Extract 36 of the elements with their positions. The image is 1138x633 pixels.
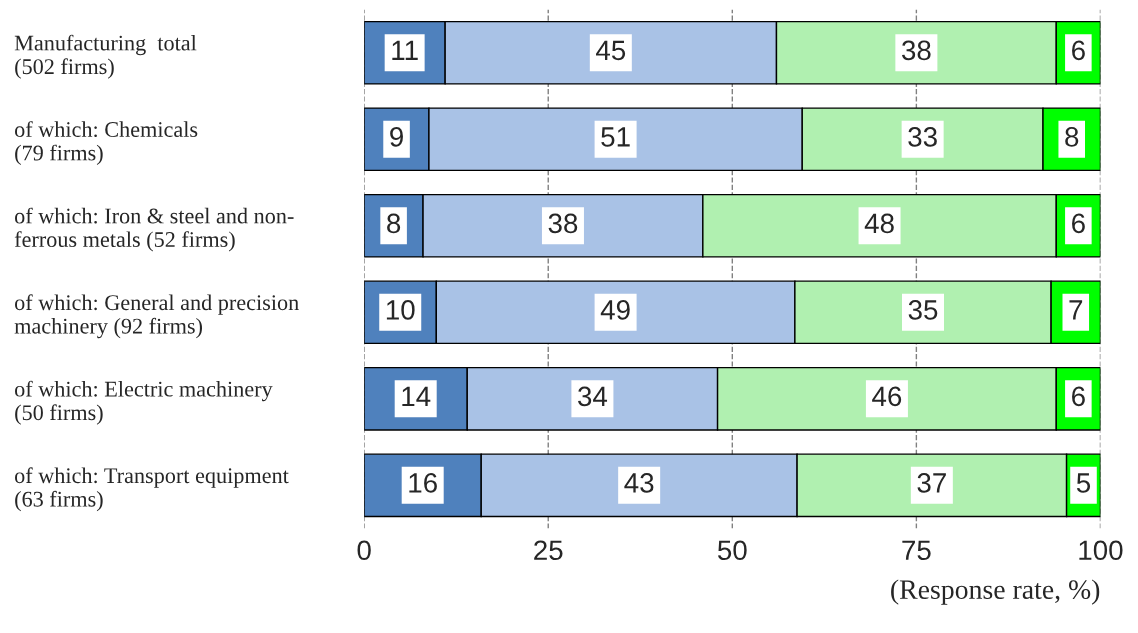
data-label: 34: [578, 386, 608, 407]
data-label: 49: [600, 300, 630, 320]
data-label: 35: [908, 300, 938, 320]
data-label: 33: [908, 127, 937, 147]
data-label: 8: [1065, 127, 1079, 147]
data-label: 38: [548, 213, 578, 234]
x-tick-label: 50: [717, 540, 747, 561]
y-tick-label: of which: Transport equipment (63 firms): [15, 467, 289, 512]
data-label: 6: [1072, 386, 1085, 407]
data-label: 9: [390, 127, 403, 147]
x-tick-label: 75: [902, 540, 931, 561]
x-tick-label: 100: [1079, 540, 1123, 561]
data-label: 43: [624, 473, 654, 493]
y-tick-label: of which: Iron & steel and non- ferrous metals (52 firms): [14, 207, 294, 252]
x-tick-label: 0: [357, 540, 371, 561]
y-tick-label: Manufacturing total (502 firms): [14, 34, 197, 79]
data-label: 38: [901, 40, 931, 61]
y-tick-label: of which: Electric machinery (50 firms): [15, 380, 273, 425]
data-label: 5: [1076, 473, 1091, 493]
data-label: 37: [917, 473, 946, 493]
data-label: 14: [402, 386, 431, 406]
x-tick-label: 25: [534, 540, 563, 561]
data-label: 51: [601, 127, 630, 147]
data-label: 10: [386, 300, 415, 320]
data-label: 7: [1069, 300, 1083, 320]
data-label: 6: [1072, 40, 1085, 61]
y-tick-label: of which: Chemicals (79 firms): [15, 121, 198, 166]
data-label: 11: [392, 40, 418, 60]
data-label: 6: [1072, 213, 1085, 234]
data-label: 8: [387, 213, 401, 234]
y-tick-label: of which: General and precision machinery (92 firms): [14, 294, 299, 339]
x-axis-title: (Response rate, %): [891, 579, 1100, 605]
data-label: 45: [596, 40, 626, 61]
data-label: 16: [409, 473, 437, 493]
data-label: 46: [872, 386, 902, 407]
data-label: 48: [864, 213, 894, 234]
